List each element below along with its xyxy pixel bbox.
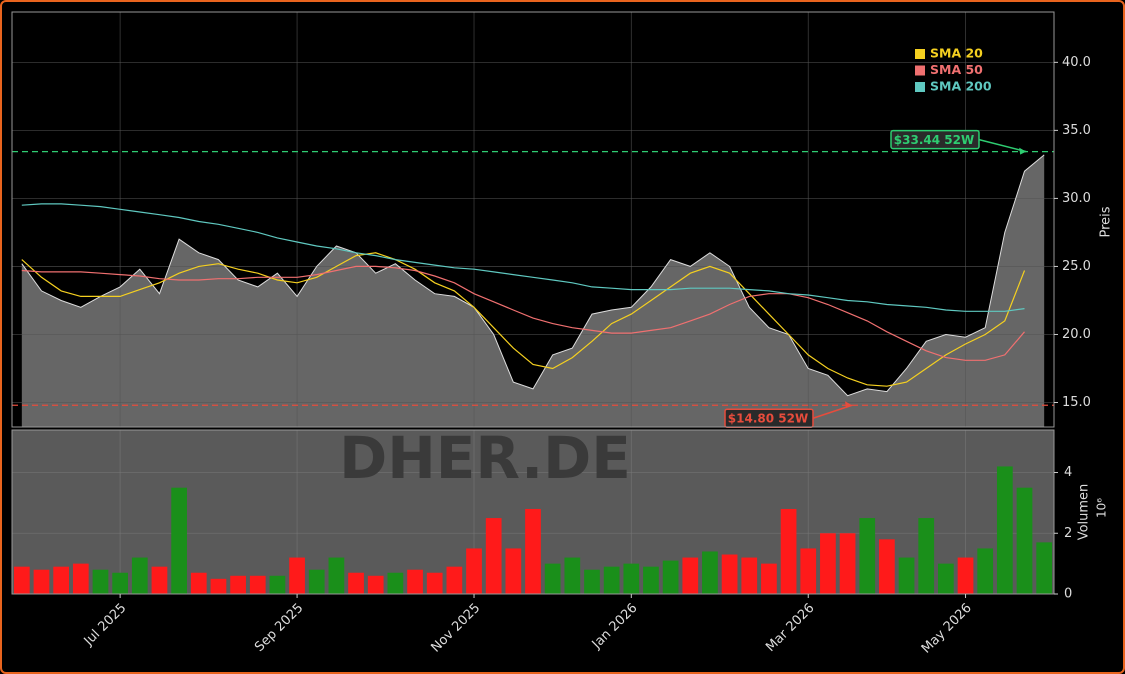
volume-bar: [879, 539, 895, 594]
volume-bar: [328, 557, 345, 594]
volume-axis-label: Volumen: [1077, 484, 1092, 541]
price-area: [21, 154, 1045, 427]
volume-bar: [210, 578, 227, 594]
volume-bar: [171, 487, 187, 594]
volume-bar: [525, 508, 541, 594]
y-tick-label: 0: [1064, 587, 1072, 602]
volume-bar: [249, 575, 266, 594]
volume-bar: [741, 557, 758, 594]
y-tick-label: 20.0: [1062, 327, 1091, 342]
volume-bar: [977, 548, 994, 594]
volume-frame: [11, 429, 1055, 595]
y-tick-label: 15.0: [1062, 395, 1091, 410]
volume-bar: [957, 557, 974, 594]
legend-swatch: [915, 65, 925, 76]
y-axis-label: Preis: [1099, 206, 1114, 237]
volume-bar: [269, 575, 286, 594]
annotation-arrowhead: [1019, 147, 1027, 155]
price-line: [21, 154, 1045, 397]
volume-bar: [603, 566, 620, 594]
volume-bar: [564, 557, 581, 594]
volume-bar: [800, 548, 817, 594]
annotation-arrow: [812, 404, 853, 419]
volume-bar: [761, 563, 777, 594]
volume-bar: [387, 572, 404, 594]
volume-bar: [466, 548, 482, 594]
volume-bar: [820, 533, 836, 594]
legend-swatch: [915, 49, 925, 59]
volume-bar: [1036, 542, 1053, 594]
volume-bar: [485, 518, 502, 594]
volume-bar: [92, 569, 109, 594]
volume-bar: [289, 557, 305, 594]
x-tick-label: Mar 2026: [763, 601, 817, 655]
annotation-arrow: [978, 138, 1027, 153]
legend-label: SMA 20: [930, 46, 983, 61]
volume-bar: [584, 569, 600, 594]
volume-scale-label: 10⁶: [1095, 498, 1109, 518]
x-tick-label: Nov 2025: [428, 601, 483, 656]
annotation-box: [890, 129, 980, 150]
y-tick-label: 2: [1064, 526, 1072, 541]
y-tick-label: 35.0: [1062, 123, 1091, 138]
volume-bar: [643, 566, 659, 594]
volume-bar: [308, 569, 325, 594]
y-tick-label: 40.0: [1062, 55, 1091, 70]
volume-bar: [682, 557, 699, 594]
x-tick-label: May 2026: [919, 601, 975, 657]
volume-bar: [407, 569, 423, 594]
volume-bar: [780, 508, 797, 594]
x-tick-label: Sep 2025: [252, 601, 306, 655]
volume-bar: [446, 566, 463, 594]
volume-bar: [53, 566, 70, 594]
y-tick-label: 30.0: [1062, 191, 1091, 206]
annotation-label: $14.80 52W: [728, 412, 808, 426]
annotation-label: $33.44 52W: [894, 133, 974, 147]
volume-bar: [918, 518, 935, 594]
y-tick-label: 4: [1064, 465, 1072, 480]
volume-bar: [859, 518, 876, 594]
volume-bar: [230, 575, 246, 594]
volume-bar: [131, 557, 148, 594]
volume-bar: [938, 563, 954, 594]
volume-bar: [544, 563, 561, 594]
watermark: DHER.DE: [339, 424, 631, 492]
volume-bar: [623, 563, 640, 594]
sma-line: [21, 203, 1025, 312]
sma-line: [21, 265, 1025, 361]
x-tick-label: Jul 2025: [81, 601, 130, 650]
volume-bar: [348, 572, 364, 594]
legend-label: SMA 200: [930, 79, 992, 94]
volume-bar: [721, 554, 738, 594]
sma-line: [21, 252, 1026, 387]
legend-label: SMA 50: [930, 62, 983, 77]
volume-bar: [662, 560, 679, 594]
volume-bar: [72, 563, 89, 594]
volume-bar: [190, 572, 207, 594]
volume-bar: [1016, 487, 1033, 594]
volume-bar: [898, 557, 915, 594]
volume-bar: [839, 533, 856, 594]
volume-bar: [13, 566, 30, 594]
volume-bar: [33, 569, 50, 594]
volume-bar: [505, 548, 522, 594]
annotation-arrowhead: [845, 401, 852, 409]
volume-bar: [426, 572, 443, 594]
volume-bar: [367, 575, 384, 594]
volume-bar: [112, 572, 128, 594]
x-tick-label: Jan 2026: [589, 601, 641, 653]
volume-bar: [702, 551, 718, 594]
price-frame: [11, 11, 1055, 428]
y-tick-label: 25.0: [1062, 259, 1091, 274]
volume-bar: [151, 566, 168, 594]
legend-swatch: [915, 82, 925, 92]
volume-bar: [996, 466, 1013, 594]
